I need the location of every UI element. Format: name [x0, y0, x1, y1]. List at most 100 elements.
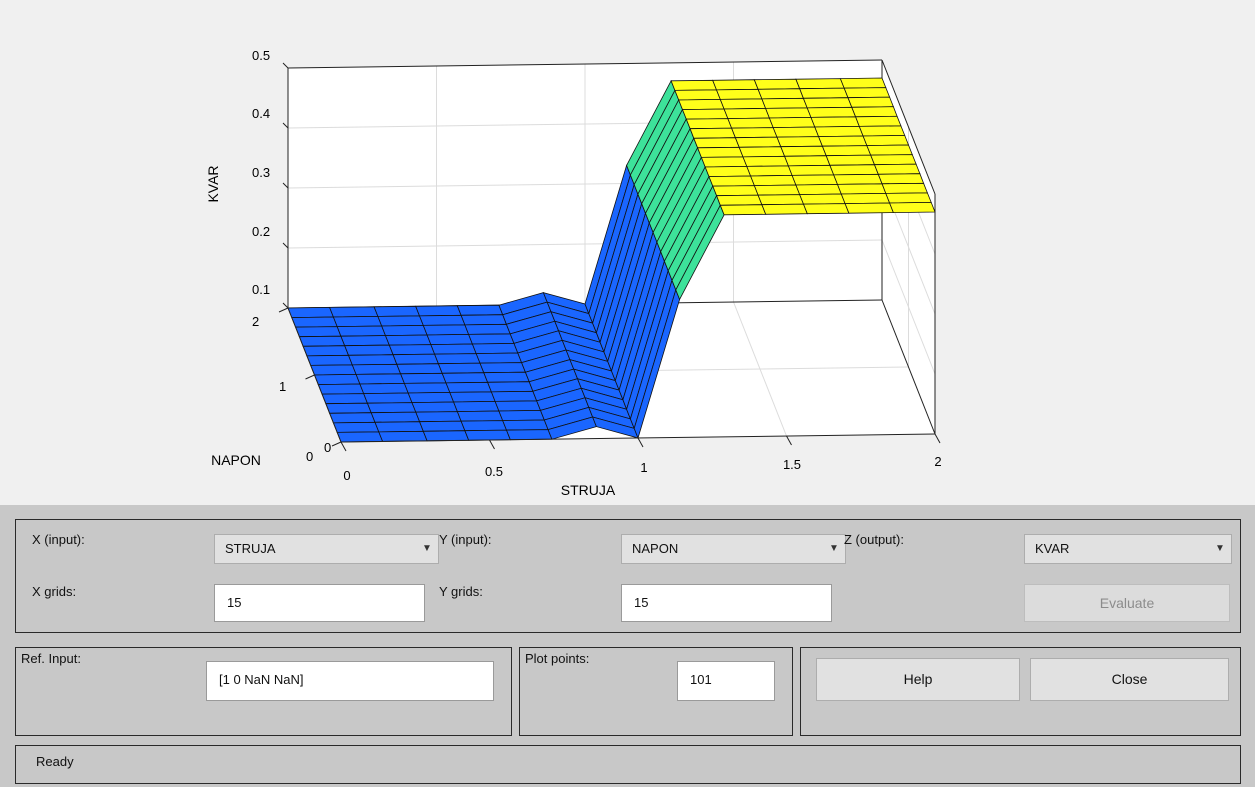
surface-patch	[336, 431, 384, 443]
box-edge	[287, 59, 883, 69]
status-panel: Ready	[15, 745, 1241, 784]
surface-patch	[870, 154, 917, 166]
surface-patch	[753, 78, 801, 90]
surface-patch	[727, 117, 774, 129]
surface-patch	[445, 381, 492, 393]
surface-patch	[415, 305, 462, 317]
x-input-label: X (input):	[32, 532, 85, 547]
surface-patch	[392, 353, 439, 365]
surface-patch	[302, 345, 350, 357]
y-input-value: NAPON	[632, 541, 679, 556]
surface-patch	[847, 96, 894, 108]
surface-patch	[723, 107, 770, 120]
help-button[interactable]: Help	[816, 658, 1020, 701]
surface-patch	[502, 419, 549, 431]
surface-patch	[757, 194, 805, 206]
surface-patch	[291, 316, 338, 328]
surface-patch	[351, 363, 402, 375]
x-grids-label: X grids:	[32, 584, 77, 599]
surface-patch	[674, 89, 721, 101]
z-output-select[interactable]: KVAR ▼	[1024, 534, 1232, 564]
x-tick-label: 1.5	[783, 457, 801, 472]
axis-labels: KVAR STRUJA NAPON 0.1 0.2 0.3 0.4 0.5 0 …	[205, 48, 942, 498]
surface-patch	[418, 314, 466, 326]
surface-patch	[742, 155, 789, 167]
y-grids-input[interactable]: 15	[621, 584, 832, 622]
surface-patch	[422, 324, 470, 336]
surface-patch	[321, 393, 368, 405]
chevron-down-icon: ▼	[829, 543, 839, 554]
actions-panel: Help Close	[800, 647, 1241, 736]
y-tick	[278, 307, 289, 313]
surface-patch	[355, 373, 405, 385]
surface-patch	[877, 173, 925, 185]
z-tick	[282, 182, 289, 189]
surface-patch	[802, 97, 853, 109]
surface-patch	[753, 184, 801, 196]
surface-patch	[719, 204, 767, 216]
surface-patch	[844, 202, 894, 214]
surface-patch	[670, 79, 718, 91]
y-input-select[interactable]: NAPON ▼	[621, 534, 846, 564]
surface-patch	[799, 193, 846, 205]
surface-patch	[795, 78, 845, 90]
surface-patch	[430, 343, 477, 355]
surface-patch	[814, 125, 864, 138]
y-grids-label: Y grids:	[439, 584, 483, 599]
surface-patch	[851, 106, 898, 118]
surface-patch	[750, 174, 797, 187]
surface-patch	[298, 335, 346, 347]
surface-plot[interactable]: KVAR STRUJA NAPON 0.1 0.2 0.3 0.4 0.5 0 …	[0, 0, 1255, 505]
close-button[interactable]: Close	[1030, 658, 1229, 701]
surface-patch	[889, 201, 936, 214]
surface-patch	[862, 134, 910, 147]
z-tick	[282, 62, 289, 69]
plot-points-field[interactable]: 101	[677, 661, 775, 701]
y-axis-label: NAPON	[211, 452, 261, 468]
surface-patch	[468, 333, 515, 345]
surface-patch	[787, 164, 835, 176]
x-input-select[interactable]: STRUJA ▼	[214, 534, 439, 564]
surface-patch	[441, 372, 489, 384]
x-grids-input[interactable]: 15	[214, 584, 425, 622]
surface-patch	[806, 106, 857, 118]
x-tick	[637, 437, 644, 448]
surface-patch	[802, 203, 850, 215]
x-axis-label: STRUJA	[561, 482, 616, 498]
y-tick-label: 0	[324, 440, 331, 455]
surface-patch	[700, 156, 748, 168]
surface-patch	[329, 412, 376, 424]
ref-input-label: Ref. Input:	[21, 651, 81, 666]
plot-points-label: Plot points:	[525, 651, 590, 666]
surface-patch	[483, 371, 530, 383]
surface-patch	[310, 364, 357, 376]
z-axis-label: KVAR	[205, 165, 221, 202]
surface-patch	[366, 402, 417, 414]
chevron-down-icon: ▼	[1215, 543, 1225, 554]
axes-front	[278, 62, 941, 452]
x-tick	[340, 441, 347, 452]
evaluate-button[interactable]: Evaluate	[1024, 584, 1230, 622]
surface-patch	[678, 98, 725, 111]
surface-patch	[411, 401, 458, 413]
surface-patch	[471, 342, 519, 355]
surface-patch	[776, 136, 823, 148]
surface-patch	[426, 333, 473, 346]
x-tick-label: 1	[640, 460, 647, 475]
surface-patch	[373, 305, 421, 317]
surface-patch	[419, 420, 466, 432]
surface-patch	[456, 304, 504, 316]
ref-input-panel: Ref. Input: [1 0 NaN NaN]	[15, 647, 512, 736]
surface-patch	[881, 182, 928, 194]
surface-patch	[697, 146, 744, 158]
x-input-value: STRUJA	[225, 541, 276, 556]
surface-patch	[821, 145, 872, 157]
z-tick	[282, 302, 289, 309]
surface-patch	[344, 344, 394, 356]
y-tick-label: 0	[306, 449, 313, 464]
surface-patch	[388, 344, 436, 356]
ref-input-field[interactable]: [1 0 NaN NaN]	[206, 661, 494, 701]
surface-patch	[422, 430, 470, 442]
surface-patch	[719, 98, 767, 110]
x-grids-value: 15	[227, 595, 242, 610]
